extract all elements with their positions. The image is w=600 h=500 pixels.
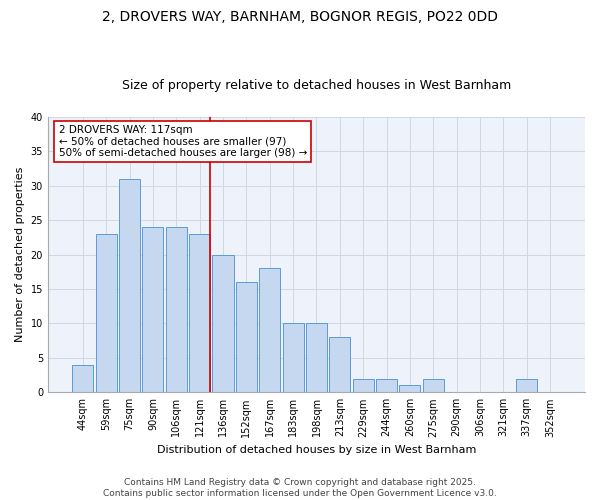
Bar: [400, 386, 421, 392]
Bar: [212, 254, 233, 392]
Bar: [95, 234, 117, 392]
Bar: [73, 365, 94, 392]
Bar: [516, 378, 537, 392]
Bar: [423, 378, 444, 392]
Bar: [329, 337, 350, 392]
Bar: [189, 234, 210, 392]
Bar: [353, 378, 374, 392]
X-axis label: Distribution of detached houses by size in West Barnham: Distribution of detached houses by size …: [157, 445, 476, 455]
Bar: [259, 268, 280, 392]
Bar: [306, 324, 327, 392]
Text: 2 DROVERS WAY: 117sqm
← 50% of detached houses are smaller (97)
50% of semi-deta: 2 DROVERS WAY: 117sqm ← 50% of detached …: [59, 125, 307, 158]
Y-axis label: Number of detached properties: Number of detached properties: [15, 167, 25, 342]
Bar: [119, 179, 140, 392]
Text: 2, DROVERS WAY, BARNHAM, BOGNOR REGIS, PO22 0DD: 2, DROVERS WAY, BARNHAM, BOGNOR REGIS, P…: [102, 10, 498, 24]
Bar: [166, 227, 187, 392]
Bar: [283, 324, 304, 392]
Bar: [236, 282, 257, 393]
Bar: [376, 378, 397, 392]
Text: Contains HM Land Registry data © Crown copyright and database right 2025.
Contai: Contains HM Land Registry data © Crown c…: [103, 478, 497, 498]
Title: Size of property relative to detached houses in West Barnham: Size of property relative to detached ho…: [122, 79, 511, 92]
Bar: [142, 227, 163, 392]
